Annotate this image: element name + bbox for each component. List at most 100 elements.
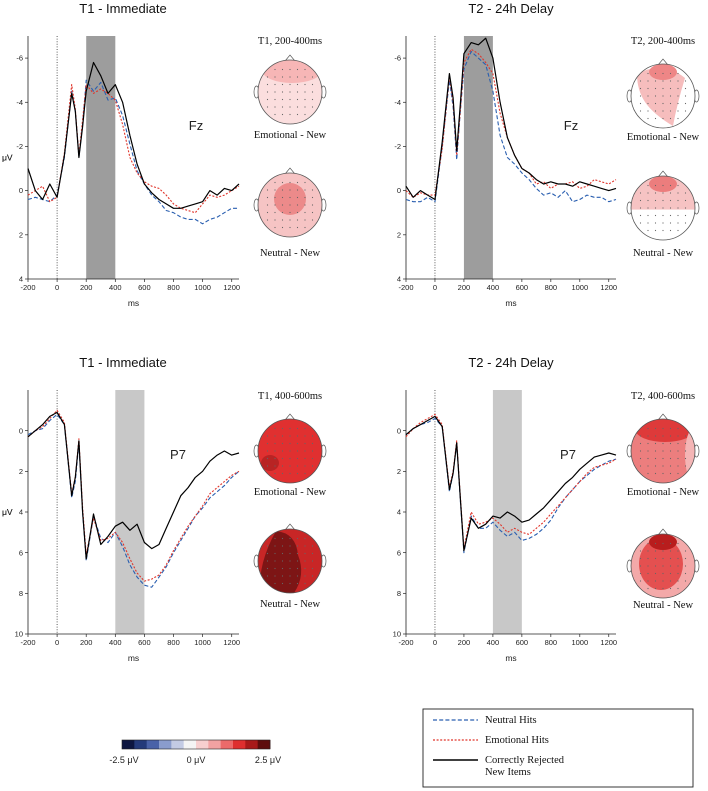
electrode xyxy=(266,457,269,460)
electrode xyxy=(654,435,657,437)
topo-map xyxy=(626,170,700,241)
topo-window-label: T2, 400-600ms xyxy=(631,391,695,402)
electrode xyxy=(654,572,657,575)
electrode xyxy=(654,192,657,194)
topo-region xyxy=(259,531,302,593)
electrode xyxy=(669,110,672,112)
electrode xyxy=(662,587,664,590)
x-tick-label: 400 xyxy=(487,283,500,292)
x-tick-label: 600 xyxy=(516,283,529,292)
legend-label-2: Emotional Hits xyxy=(485,735,549,746)
electrode xyxy=(266,442,269,445)
x-tick-label: 1200 xyxy=(600,638,617,647)
electrode xyxy=(304,567,306,570)
electrode xyxy=(304,113,306,116)
electrode xyxy=(639,442,642,445)
electrode xyxy=(662,222,664,224)
electrode xyxy=(281,113,284,116)
x-tick-label: 1200 xyxy=(223,638,240,647)
electrode xyxy=(274,560,276,562)
electrode xyxy=(669,557,672,560)
electrode xyxy=(274,106,276,108)
electrode xyxy=(647,572,649,575)
electrode xyxy=(304,442,306,445)
electrode xyxy=(662,557,664,560)
y-tick-label: 0 xyxy=(397,426,401,435)
y-tick-label: 0 xyxy=(397,186,401,195)
electrode xyxy=(274,457,276,460)
electrode xyxy=(647,472,649,475)
electrode xyxy=(647,465,649,467)
topo-condition-label: Neutral - New xyxy=(633,248,693,259)
electrode xyxy=(311,76,314,78)
electrode xyxy=(289,106,291,108)
y-tick-label: -4 xyxy=(16,98,23,107)
electrode xyxy=(662,542,664,545)
electrode xyxy=(296,68,299,71)
electrode xyxy=(684,102,687,105)
electrode xyxy=(296,106,299,108)
topo-head-outline xyxy=(630,418,696,484)
electrode xyxy=(662,229,664,232)
electrode xyxy=(311,196,314,199)
channel-label: Fz xyxy=(189,118,203,133)
electrode xyxy=(311,98,314,101)
electrode xyxy=(669,435,672,437)
topo-nose xyxy=(657,58,669,66)
electrode xyxy=(296,427,299,430)
electrode xyxy=(304,68,306,71)
electrode xyxy=(289,435,291,437)
x-axis-label: ms xyxy=(128,298,139,308)
electrode xyxy=(266,560,269,562)
electrode xyxy=(677,87,679,90)
topo-map xyxy=(626,413,700,484)
electrode xyxy=(662,550,664,552)
electrode xyxy=(289,189,291,191)
electrode xyxy=(281,196,284,199)
electrode xyxy=(662,465,664,467)
topo-region xyxy=(639,538,683,590)
electrode xyxy=(281,560,284,562)
electrode xyxy=(281,582,284,585)
topo-region xyxy=(649,534,677,550)
electrode xyxy=(266,450,269,452)
electrode xyxy=(304,472,306,475)
electrode xyxy=(304,427,306,430)
electrode xyxy=(669,102,672,105)
legend-label-3-line2: New Items xyxy=(485,767,531,778)
electrode xyxy=(296,560,299,562)
electrode xyxy=(654,557,657,560)
electrode xyxy=(639,214,642,217)
electrode xyxy=(274,537,276,540)
electrode xyxy=(266,219,269,221)
electrode xyxy=(274,91,276,93)
x-tick-label: 1000 xyxy=(571,638,588,647)
electrode xyxy=(296,196,299,199)
electrode xyxy=(289,560,291,562)
electrode xyxy=(289,465,291,467)
electrode xyxy=(677,435,679,437)
electrode xyxy=(677,450,679,452)
electrode xyxy=(647,442,649,445)
electrode xyxy=(639,222,642,224)
topo-nose xyxy=(657,528,669,536)
x-tick-label: 0 xyxy=(433,638,437,647)
topo-map xyxy=(253,54,327,125)
y-tick-label: 2 xyxy=(397,230,401,239)
electrode xyxy=(311,83,314,86)
electrode xyxy=(311,545,314,547)
electrode xyxy=(281,442,284,445)
electrode xyxy=(274,465,276,467)
electrode xyxy=(311,204,314,206)
topo-head-outline xyxy=(257,172,323,238)
electrode xyxy=(677,72,679,75)
electrode xyxy=(289,575,291,577)
electrode xyxy=(639,207,642,209)
topo-electrodes xyxy=(639,542,687,590)
colorbar-swatch xyxy=(233,740,246,749)
electrode xyxy=(677,95,679,97)
electrode xyxy=(311,189,314,191)
colorbar-swatch xyxy=(122,740,135,749)
electrode xyxy=(296,472,299,475)
analysis-window xyxy=(463,36,493,279)
